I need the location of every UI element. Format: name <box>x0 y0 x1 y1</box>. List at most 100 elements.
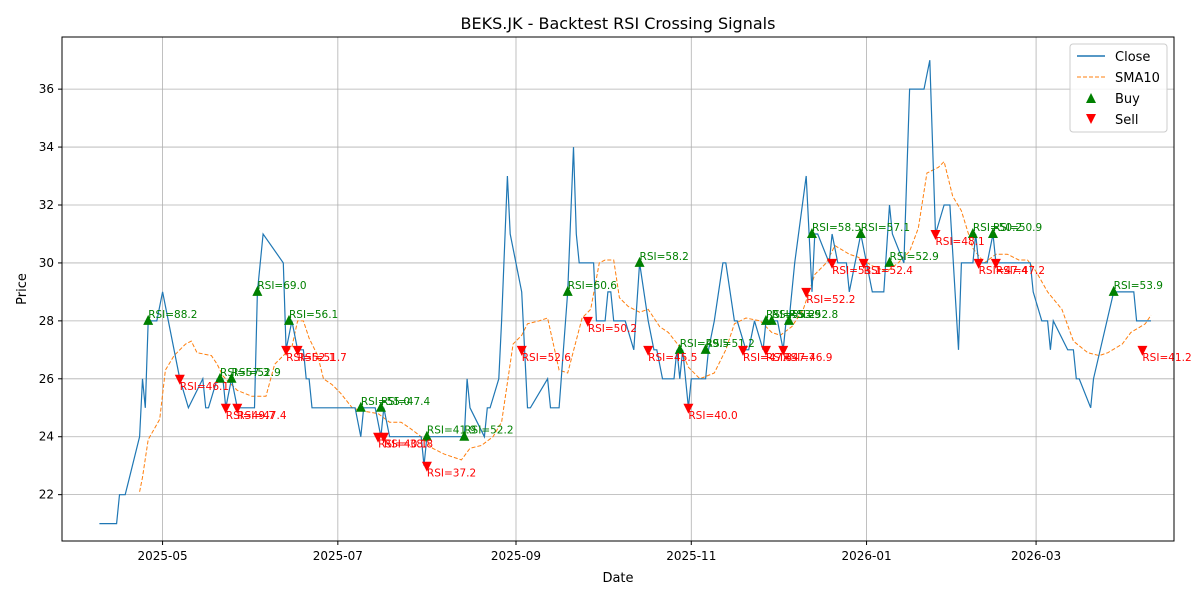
sell-rsi-label: RSI=52.4 <box>864 265 914 277</box>
sell-marker <box>232 403 243 414</box>
legend-sell-label: Sell <box>1115 113 1138 128</box>
y-tick-label: 28 <box>39 314 54 328</box>
buy-marker <box>700 343 711 354</box>
legend-sell-marker <box>1086 114 1096 124</box>
buy-rsi-label: RSI=55.0 <box>361 396 410 408</box>
sell-rsi-label: RSI=41.2 <box>1142 352 1191 364</box>
buy-marker <box>855 227 866 238</box>
buy-marker <box>987 227 998 238</box>
sell-marker <box>220 403 231 414</box>
sell-rsi-label: RSI=47.4 <box>237 410 287 422</box>
sell-marker <box>801 287 812 298</box>
sell-rsi-label: RSI=46.9 <box>783 352 832 364</box>
buy-marker <box>459 430 470 441</box>
sell-marker <box>174 374 185 385</box>
sell-rsi-label: RSI=47.7 <box>766 352 815 364</box>
x-tick-label: 2026-01 <box>841 549 891 563</box>
buy-marker <box>634 256 645 267</box>
legend-buy-label: Buy <box>1115 92 1140 107</box>
buy-marker <box>226 372 237 383</box>
grid <box>62 37 1174 541</box>
x-tick-label: 2025-09 <box>491 549 541 563</box>
sell-marker <box>378 432 389 443</box>
sell-rsi-label: RSI=40.0 <box>688 410 737 422</box>
buy-rsi-label: RSI=57.1 <box>861 222 910 234</box>
y-tick-label: 24 <box>39 430 54 444</box>
x-axis-label: Date <box>602 571 633 586</box>
sell-marker <box>281 345 292 356</box>
y-tick-label: 36 <box>39 82 54 96</box>
buy-marker <box>215 372 226 383</box>
buy-rsi-label: RSI=52.2 <box>464 425 513 437</box>
buy-marker <box>375 401 386 412</box>
legend-buy-marker <box>1086 93 1096 103</box>
sma10-series <box>139 160 1152 492</box>
legend-box <box>1069 43 1168 133</box>
buy-marker <box>766 314 777 325</box>
signal-markers: RSI=88.2RSI=57.3RSI=52.9RSI=69.0RSI=56.1… <box>143 222 1192 480</box>
sell-rsi-label: RSI=49.7 <box>226 410 275 422</box>
buy-marker <box>884 256 895 267</box>
sell-rsi-label: RSI=47.4 <box>979 265 1029 277</box>
buy-marker <box>421 430 432 441</box>
sell-rsi-label: RSI=46.1 <box>180 381 229 393</box>
sell-rsi-label: RSI=47.8 <box>743 352 792 364</box>
buy-rsi-label: RSI=52.8 <box>789 309 838 321</box>
x-tick-label: 2025-11 <box>666 549 716 563</box>
buy-rsi-label: RSI=60.6 <box>568 280 618 292</box>
buy-marker <box>355 401 366 412</box>
sell-rsi-label: RSI=37.2 <box>427 468 476 480</box>
sell-rsi-label: RSI=51.7 <box>298 352 347 364</box>
sell-marker <box>930 229 941 240</box>
buy-marker <box>283 314 294 325</box>
buy-rsi-label: RSI=53.9 <box>1114 280 1163 292</box>
legend-close-label: Close <box>1115 50 1150 65</box>
x-tick-label: 2025-05 <box>137 549 187 563</box>
buy-rsi-label: RSI=47.4 <box>381 396 431 408</box>
sma10-line <box>139 160 1152 492</box>
sell-rsi-label: RSI=45.5 <box>648 352 697 364</box>
buy-rsi-label: RSI=58.2 <box>640 251 689 263</box>
sell-marker <box>737 345 748 356</box>
sell-marker <box>292 345 303 356</box>
buy-rsi-label: RSI=69.0 <box>257 280 306 292</box>
buy-rsi-label: RSI=52.9 <box>890 251 939 263</box>
sell-rsi-label: RSI=50.2 <box>588 323 637 335</box>
sell-marker <box>827 258 838 269</box>
y-tick-label: 34 <box>39 140 54 154</box>
buy-rsi-label: RSI=55.2 <box>766 309 815 321</box>
x-tick-label: 2026-03 <box>1011 549 1061 563</box>
y-tick-label: 26 <box>39 372 54 386</box>
chart-title: BEKS.JK - Backtest RSI Crossing Signals <box>461 14 776 33</box>
legend: Close SMA10 Buy Sell <box>1069 43 1168 133</box>
sell-marker <box>421 461 432 472</box>
sell-rsi-label: RSI=40.1 <box>378 439 427 451</box>
sell-marker <box>760 345 771 356</box>
buy-rsi-label: RSI=58.5 <box>812 222 861 234</box>
buy-rsi-label: RSI=50.2 <box>973 222 1022 234</box>
y-axis: 22 24 26 28 30 32 34 36 <box>39 82 62 502</box>
sell-marker <box>778 345 789 356</box>
y-axis-label: Price <box>15 273 30 305</box>
sell-rsi-label: RSI=38.8 <box>384 439 433 451</box>
x-axis: 2025-05 2025-07 2025-09 2025-11 2026-01 2026-… <box>137 541 1061 563</box>
sell-marker <box>582 316 593 327</box>
sell-marker <box>643 345 654 356</box>
y-tick-label: 22 <box>39 488 54 502</box>
buy-marker <box>783 314 794 325</box>
sell-marker <box>1137 345 1148 356</box>
sell-marker <box>973 258 984 269</box>
sell-marker <box>858 258 869 269</box>
buy-marker <box>806 227 817 238</box>
sell-rsi-label: RSI=52.1 <box>286 352 335 364</box>
sell-rsi-label: RSI=47.2 <box>996 265 1045 277</box>
plot-frame <box>61 36 1175 542</box>
buy-rsi-label: RSI=53.9 <box>772 309 821 321</box>
sell-marker <box>516 345 527 356</box>
buy-marker <box>562 285 573 296</box>
buy-rsi-label: RSI=52.9 <box>232 367 281 379</box>
sell-marker <box>990 258 1001 269</box>
legend-sma10-label: SMA10 <box>1115 71 1160 86</box>
buy-marker <box>143 314 154 325</box>
